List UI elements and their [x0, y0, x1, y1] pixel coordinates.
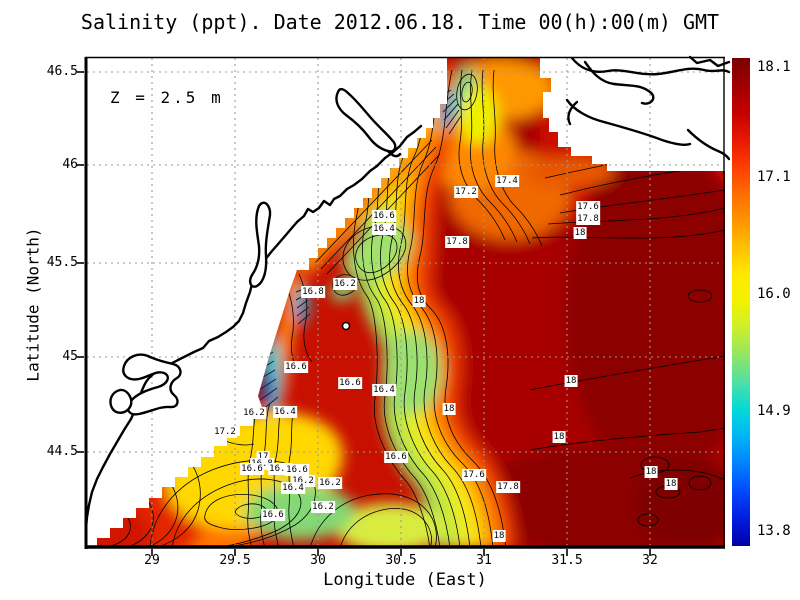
- contour-lines: [97, 69, 725, 548]
- contour-label: 17.4: [495, 175, 519, 187]
- contour-label: 17.8: [445, 236, 469, 248]
- contour-label: 16.6: [338, 377, 362, 389]
- colorbar-tick-label: 16.0: [757, 286, 791, 302]
- contour-label: 16.6: [240, 463, 264, 475]
- colorbar-tick-label: 13.8: [757, 523, 791, 539]
- contour-label: 16.6: [284, 361, 308, 373]
- contour-label: 17.8: [576, 213, 600, 225]
- y-tick-label: 44.5: [46, 444, 78, 459]
- depth-annotation: Z = 2.5 m: [110, 88, 224, 107]
- axes-frame: [77, 56, 725, 556]
- contour-label: 18: [573, 227, 587, 239]
- x-tick-label: 29: [144, 553, 160, 568]
- contour-label: 17.8: [496, 481, 520, 493]
- contour-label: 18: [552, 431, 566, 443]
- contour-label: 18: [664, 478, 678, 490]
- contour-label: 17.2: [213, 426, 237, 438]
- colorbar-tick-label: 14.9: [757, 403, 791, 419]
- contour-label: 18: [442, 403, 456, 415]
- contour-label: 17.6: [576, 201, 600, 213]
- colorbar-tick-label: 18.1: [757, 59, 791, 75]
- x-tick-label: 31: [476, 553, 492, 568]
- coastline: [84, 55, 731, 530]
- x-tick-label: 30.5: [385, 553, 417, 568]
- contour-label: 16.4: [281, 482, 305, 494]
- contour-label: 16.4: [273, 406, 297, 418]
- contour-label: 17.2: [454, 186, 478, 198]
- contour-label: 18: [492, 530, 506, 542]
- x-axis-label: Longitude (East): [323, 570, 487, 590]
- contour-label: 16.2: [242, 407, 266, 419]
- x-tick-label: 32: [642, 553, 658, 568]
- sea-field: [97, 57, 725, 548]
- colorbar-tick-label: 17.1: [757, 169, 791, 185]
- contour-label: 18: [412, 295, 426, 307]
- contour-label: 16.4: [372, 223, 396, 235]
- contour-label: 16.2: [318, 477, 342, 489]
- y-tick-label: 45: [62, 349, 78, 364]
- contour-label: 16.6: [384, 451, 408, 463]
- contour-label: 16.2: [333, 278, 357, 290]
- x-tick-label: 30: [310, 553, 326, 568]
- contour-label: 16.4: [372, 384, 396, 396]
- contour-label: 16.2: [311, 501, 335, 513]
- y-axis-label: Latitude (North): [23, 227, 43, 382]
- y-tick-label: 46: [62, 157, 78, 172]
- x-tick-label: 29.5: [219, 553, 251, 568]
- contour-label: 18: [644, 466, 658, 478]
- plot-title: Salinity (ppt). Date 2012.06.18. Time 00…: [80, 10, 720, 34]
- contour-label: 18: [564, 375, 578, 387]
- contour-label: 16.6: [372, 210, 396, 222]
- contour-label: 17.6: [462, 469, 486, 481]
- contour-label: 16.6: [261, 509, 285, 521]
- contour-label: 16.6: [285, 464, 309, 476]
- y-tick-label: 46.5: [46, 64, 78, 79]
- contour-label: 16.8: [301, 286, 325, 298]
- y-tick-label: 45.5: [46, 255, 78, 270]
- x-tick-label: 31.5: [551, 553, 583, 568]
- station-marker: [341, 321, 351, 331]
- colorbar: [732, 58, 750, 546]
